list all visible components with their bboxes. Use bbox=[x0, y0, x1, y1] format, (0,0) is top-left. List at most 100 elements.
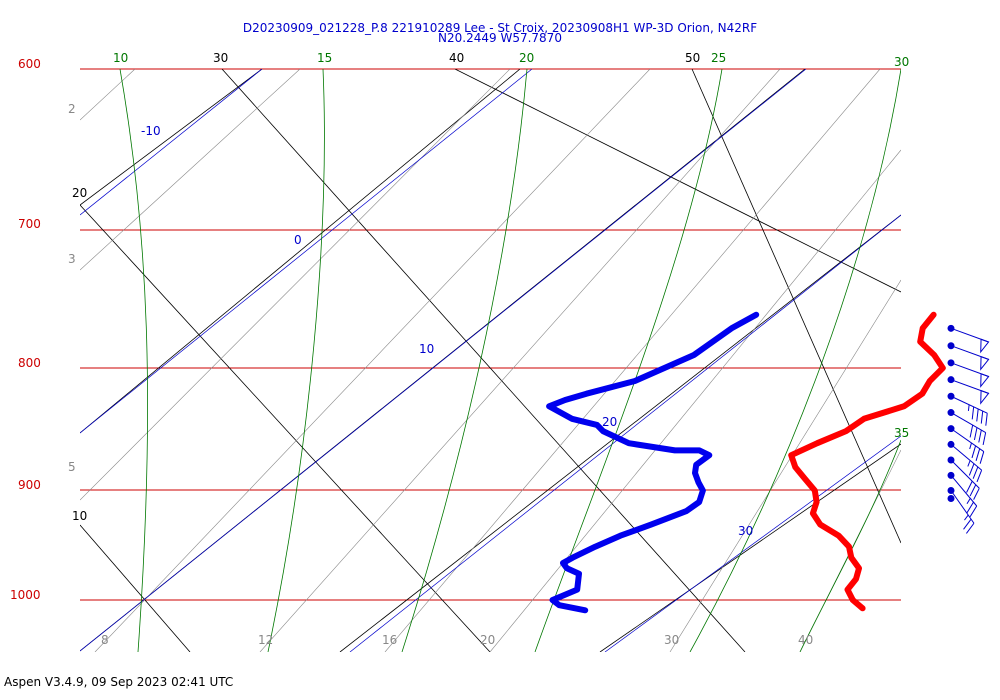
isotherm-label: 10 bbox=[72, 509, 87, 523]
isotherm bbox=[339, 214, 901, 652]
mixing-ratio-label: 2 bbox=[68, 102, 76, 116]
wind-barb bbox=[947, 376, 990, 405]
dry-adiabat-labels: 10 15 20 25 30 35 bbox=[113, 51, 909, 440]
cross-line bbox=[454, 69, 901, 293]
wind-barb-pennant bbox=[980, 389, 990, 405]
mixing-ratio-label: 5 bbox=[68, 460, 76, 474]
mixing-ratio-label: 30 bbox=[664, 633, 679, 647]
wind-barb-flag bbox=[980, 410, 984, 424]
chart-subtitle: N20.2449 W57.7870 bbox=[438, 31, 562, 45]
wind-barb-flag bbox=[969, 505, 978, 518]
pressure-label: 700 bbox=[18, 217, 41, 231]
wind-barb bbox=[947, 471, 978, 518]
moist-adiabat-labels: -10 0 10 20 30 bbox=[141, 124, 753, 538]
wind-barb-flag bbox=[985, 413, 988, 426]
pressure-labels: 600 700 800 900 1000 bbox=[10, 57, 41, 602]
mixing-ratio-label: 16 bbox=[382, 633, 397, 647]
mixing-ratio-line bbox=[80, 69, 301, 271]
wind-barb bbox=[947, 440, 983, 483]
wind-barb-half-flag bbox=[969, 442, 972, 450]
mixing-ratio-line bbox=[669, 279, 901, 652]
pressure-label: 1000 bbox=[10, 588, 41, 602]
moist-adiabat bbox=[80, 69, 807, 652]
moist-adiabat bbox=[604, 435, 901, 652]
mixing-ratio-label: 20 bbox=[480, 633, 495, 647]
dry-adiabat-label: 20 bbox=[519, 51, 534, 65]
dewpoint-profile bbox=[546, 311, 760, 614]
wind-barb-flag bbox=[978, 429, 982, 443]
wind-barb bbox=[947, 392, 988, 426]
mixing-ratio-label: 12 bbox=[258, 633, 273, 647]
moist-adiabat-label: 20 bbox=[602, 415, 617, 429]
isotherm-label: 40 bbox=[449, 51, 464, 65]
mixing-ratio-line bbox=[94, 69, 651, 652]
cross-line bbox=[80, 524, 191, 652]
wind-barb-flag bbox=[972, 466, 979, 479]
mixing-ratio-line bbox=[80, 69, 511, 501]
moist-adiabat bbox=[349, 214, 901, 652]
moist-adiabat bbox=[80, 69, 263, 216]
wind-barb-flag bbox=[973, 427, 978, 441]
wind-barb bbox=[947, 425, 985, 464]
moist-adiabat bbox=[80, 69, 533, 434]
dry-adiabat-label: 35 bbox=[894, 426, 909, 440]
wind-barb-flag bbox=[979, 451, 985, 464]
wind-barb-flag bbox=[971, 406, 975, 420]
isotherm bbox=[80, 69, 263, 206]
dry-adiabat bbox=[534, 69, 723, 652]
mixing-ratio-label: 40 bbox=[798, 633, 813, 647]
wind-barb-flag bbox=[976, 469, 983, 483]
wind-barbs bbox=[947, 324, 990, 534]
temperature-profile bbox=[788, 311, 946, 612]
wind-barb-staff bbox=[950, 475, 978, 507]
wind-barb-half-flag bbox=[964, 514, 969, 521]
wind-barb-flag bbox=[976, 408, 979, 422]
wind-barb-half-flag bbox=[967, 460, 971, 467]
wind-barb bbox=[947, 456, 980, 500]
dry-adiabat bbox=[267, 69, 325, 652]
isotherm-label: 50 bbox=[685, 51, 700, 65]
chart-title: D20230909_021228_P.8 221910289 Lee - St … bbox=[242, 21, 758, 35]
wind-barb-staff bbox=[950, 444, 982, 471]
moist-adiabat-label: -10 bbox=[141, 124, 161, 138]
wind-barb bbox=[947, 342, 990, 371]
wind-barb-flag bbox=[969, 484, 977, 497]
moist-adiabat-lines bbox=[80, 69, 901, 652]
mixing-ratio-line bbox=[489, 149, 901, 652]
wind-barb-flag bbox=[966, 522, 975, 534]
wind-barb-staff bbox=[950, 490, 975, 524]
wind-barb-flag bbox=[971, 445, 977, 459]
dry-adiabat bbox=[689, 69, 901, 652]
dry-adiabat bbox=[119, 69, 149, 652]
cross-line bbox=[221, 69, 746, 652]
wind-barb-flag bbox=[966, 480, 973, 493]
wind-barb bbox=[947, 495, 955, 503]
wind-barb-flag bbox=[966, 501, 974, 514]
wind-barb-base bbox=[947, 495, 955, 503]
mixing-ratio-line bbox=[384, 69, 881, 652]
wind-barb-staff bbox=[950, 428, 985, 452]
pressure-label: 800 bbox=[18, 356, 41, 370]
wind-barb-staff bbox=[950, 412, 986, 433]
isotherm bbox=[80, 69, 521, 434]
wind-barb bbox=[947, 409, 987, 446]
wind-barb-staff bbox=[950, 459, 980, 489]
isotherm-label: 20 bbox=[72, 186, 87, 200]
moist-adiabat-label: 30 bbox=[738, 524, 753, 538]
mixing-ratio-label: 8 bbox=[101, 633, 109, 647]
isotherm-lines bbox=[80, 69, 901, 652]
pressure-label: 600 bbox=[18, 57, 41, 71]
wind-barb-flag bbox=[975, 448, 981, 461]
moist-adiabat-label: 10 bbox=[419, 342, 434, 356]
isotherm-labels: 20 30 40 50 10 bbox=[72, 51, 700, 523]
isotherm bbox=[599, 443, 901, 652]
moist-adiabat-label: 0 bbox=[294, 233, 302, 247]
dry-adiabat-label: 15 bbox=[317, 51, 332, 65]
mixing-ratio-label: 3 bbox=[68, 252, 76, 266]
dry-adiabat-label: 10 bbox=[113, 51, 128, 65]
wind-barb bbox=[947, 324, 990, 354]
wind-barb-pennant bbox=[980, 373, 990, 388]
wind-barb bbox=[947, 359, 990, 388]
isobar-lines bbox=[80, 68, 901, 601]
